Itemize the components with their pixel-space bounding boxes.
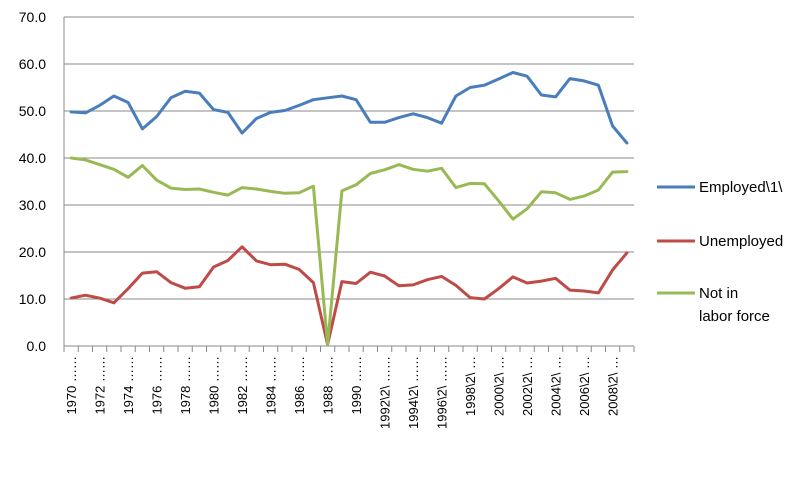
x-tick-label: 1990 …… <box>349 356 364 415</box>
legend-label-2: Not in labor force <box>699 285 770 325</box>
legend-label-0: Employed\1\ <box>699 179 783 196</box>
y-tick-label: 60.0 <box>19 56 46 72</box>
x-tick-label: 2002\2\ … <box>520 356 535 416</box>
x-tick-label: 1984 …… <box>264 356 279 415</box>
x-tick-label: 1994\2\ …… <box>406 356 421 429</box>
x-tick-label: 1974 …… <box>121 356 136 415</box>
x-tick-label: 1980 …… <box>207 356 222 415</box>
y-tick-label: 30.0 <box>19 197 46 213</box>
y-tick-label: 40.0 <box>19 150 46 166</box>
y-tick-label: 10.0 <box>19 291 46 307</box>
x-tick-label: 2006\2\ … <box>577 356 592 416</box>
legend: Employed\1\ Unemployed Not in labor force <box>657 179 783 325</box>
y-axis-tick-labels: 0.0 10.0 20.0 30.0 40.0 50.0 60.0 70.0 <box>19 9 46 354</box>
x-tick-label: 1982 …… <box>235 356 250 415</box>
y-tick-label: 0.0 <box>27 338 47 354</box>
x-tick-label: 1998\2\ … <box>463 356 478 416</box>
y-tick-label: 20.0 <box>19 244 46 260</box>
x-tick-label: 1986 …… <box>292 356 307 415</box>
y-tick-label: 70.0 <box>19 9 46 25</box>
series-line-0 <box>69 71 629 145</box>
y-tick-label: 50.0 <box>19 103 46 119</box>
x-tick-label: 1972 …… <box>93 356 108 415</box>
x-tick-label: 2008\2\ … <box>606 356 621 416</box>
axes <box>63 17 635 352</box>
x-axis-tick-labels: 1970 …… 1972 …… 1974 …… 1976 …… 1978 …… 1980 … <box>64 356 621 429</box>
series-lines <box>69 71 629 347</box>
x-tick-label: 1988 …… <box>321 356 336 415</box>
x-tick-label: 1976 …… <box>150 356 165 415</box>
series-line-2 <box>69 156 629 347</box>
x-tick-label: 1978 …… <box>178 356 193 415</box>
x-tick-label: 2004\2\ … <box>549 356 564 416</box>
x-tick-label: 1992\2\ …… <box>378 356 393 429</box>
x-tick-label: 1996\2\ …… <box>435 356 450 429</box>
series-line-1 <box>69 245 629 347</box>
gridlines <box>64 16 634 300</box>
x-tick-label: 1970 …… <box>64 356 79 415</box>
x-tick-label: 2000\2\ … <box>492 356 507 416</box>
legend-label-1: Unemployed <box>699 233 783 250</box>
